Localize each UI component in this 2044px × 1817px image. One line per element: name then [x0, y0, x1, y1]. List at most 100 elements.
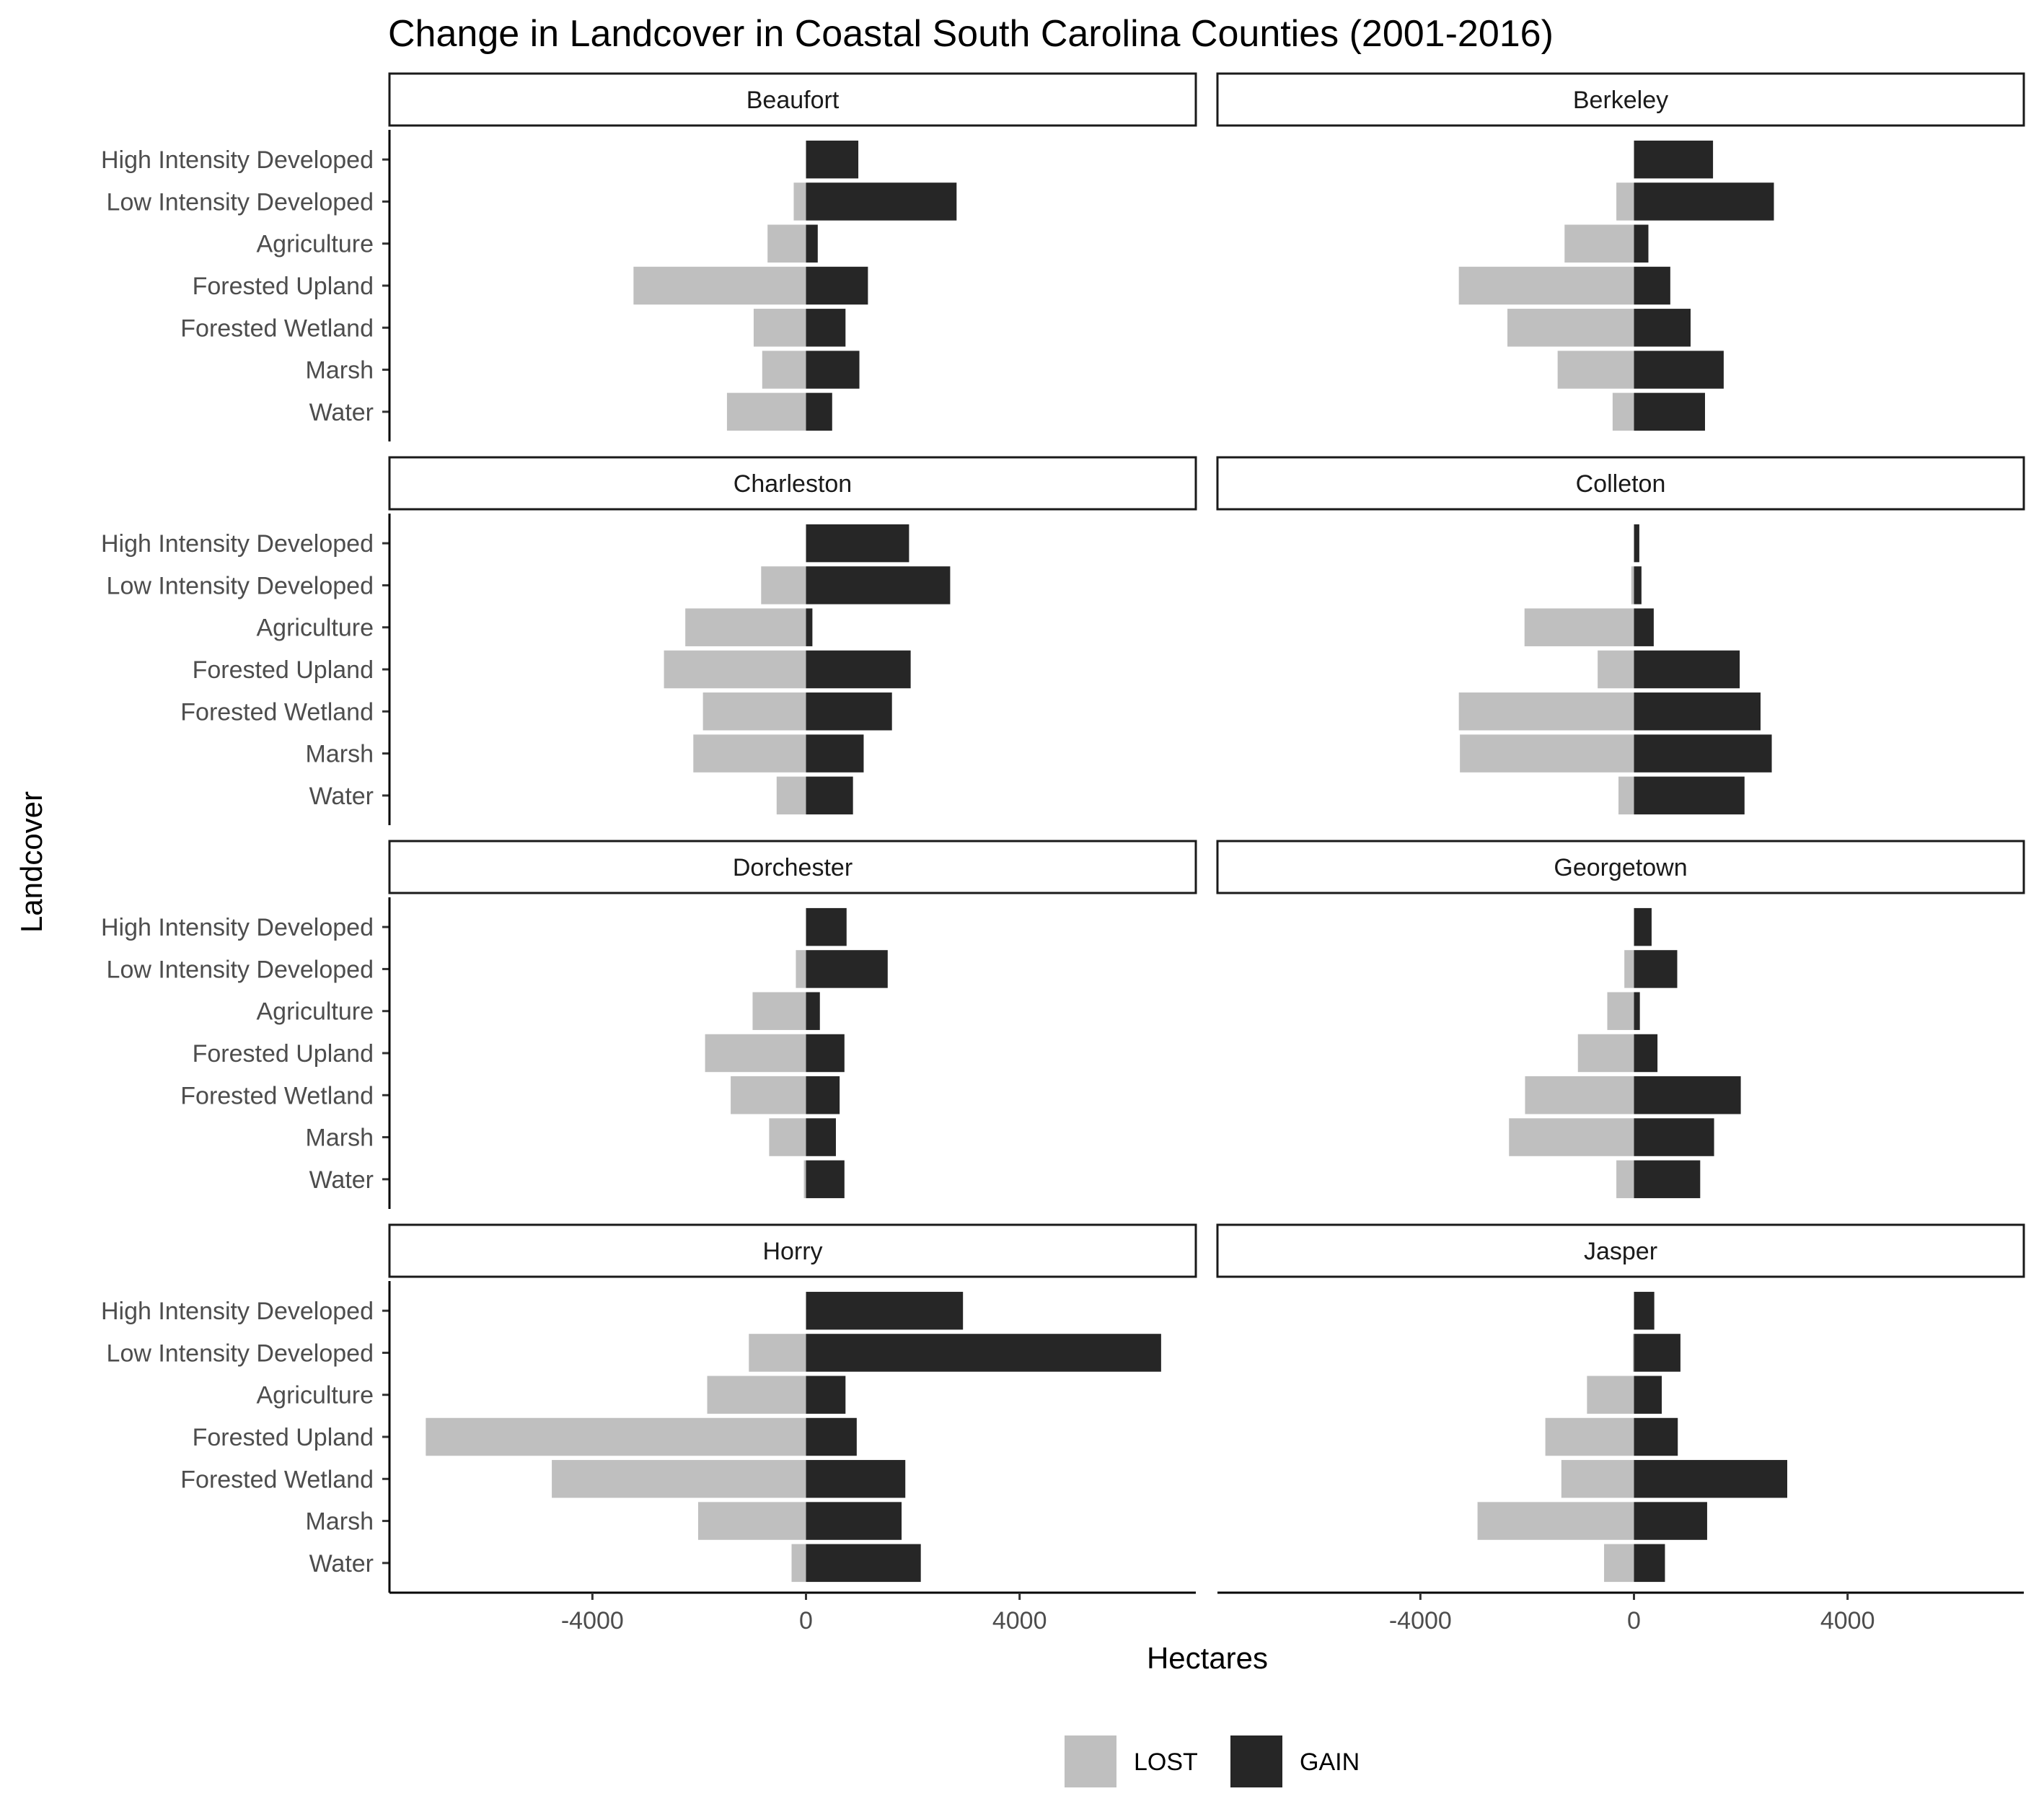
- bar-lost: [752, 992, 806, 1030]
- panel-horry: Horry High Intensity Developed Low Intensi…: [101, 1223, 1197, 1635]
- bar-gain: [1634, 566, 1642, 604]
- y-tick-label: High Intensity Developed: [101, 914, 374, 941]
- bar-lost: [1618, 776, 1634, 815]
- bar-gain: [806, 266, 868, 305]
- bar-gain: [1634, 608, 1654, 646]
- bar-lost: [796, 950, 806, 988]
- y-tick-label: Agriculture: [256, 615, 374, 642]
- bar-gain: [1634, 1544, 1665, 1583]
- bar-lost: [685, 608, 806, 646]
- bar-gain: [1634, 309, 1691, 347]
- bar-lost: [1631, 566, 1634, 604]
- bar-gain: [806, 1417, 857, 1456]
- panel-strip: [1216, 840, 2025, 894]
- bar-gain: [1634, 907, 1652, 946]
- bar-gain: [806, 1376, 846, 1414]
- bar-gain: [1634, 1160, 1701, 1199]
- panel-strip: [388, 840, 1197, 894]
- chart-title: Change in Landcover in Coastal South Car…: [388, 13, 1554, 55]
- panel-strip-label: Beaufort: [746, 87, 840, 114]
- panel-strip-label: Dorchester: [733, 854, 853, 881]
- y-tick-label: Marsh: [306, 1508, 374, 1536]
- bar-gain: [1634, 1291, 1655, 1330]
- panel-strip: [388, 1223, 1197, 1278]
- y-tick-label: Low Intensity Developed: [107, 188, 374, 216]
- bar-lost: [1524, 608, 1634, 646]
- bar-lost: [767, 224, 806, 263]
- bar-lost: [1598, 650, 1634, 689]
- panel-strip: [1216, 456, 2025, 511]
- bar-gain: [1634, 1502, 1707, 1540]
- bar-gain: [1634, 1417, 1678, 1456]
- bar-lost: [803, 1160, 806, 1199]
- bar-lost: [705, 1034, 806, 1073]
- bar-gain: [1634, 992, 1640, 1030]
- bar-lost: [1587, 1376, 1634, 1414]
- y-tick-label: Forested Upland: [193, 656, 374, 684]
- y-tick-label: Water: [309, 399, 374, 426]
- legend: LOST GAIN: [1065, 1735, 1360, 1787]
- bar-lost: [776, 776, 806, 815]
- bar-lost: [761, 566, 806, 604]
- bar-lost: [1616, 1160, 1634, 1199]
- legend-key-lost: [1065, 1735, 1116, 1787]
- bar-gain: [806, 1460, 906, 1498]
- bar-gain: [806, 992, 820, 1030]
- x-tick-label: 4000: [992, 1607, 1047, 1635]
- bar-gain: [1634, 1334, 1680, 1372]
- bar-lost: [1612, 392, 1634, 431]
- x-tick-label: -4000: [561, 1607, 624, 1635]
- y-tick-label: Water: [309, 1166, 374, 1194]
- bar-lost: [1557, 351, 1634, 389]
- bar-lost: [749, 1334, 806, 1372]
- panels-group: Beaufort High Intensity Developed Low Inte…: [101, 72, 2025, 1635]
- panel-beaufort: Beaufort High Intensity Developed Low Inte…: [101, 72, 1197, 441]
- bar-gain: [806, 524, 909, 563]
- bar-lost: [693, 734, 806, 773]
- bar-gain: [806, 650, 911, 689]
- bar-gain: [1634, 776, 1745, 815]
- bar-gain: [806, 1334, 1161, 1372]
- bar-lost: [1604, 1544, 1634, 1583]
- bar-lost: [793, 182, 806, 221]
- bar-gain: [1634, 1460, 1788, 1498]
- legend-label-lost: LOST: [1134, 1748, 1198, 1776]
- y-tick-label: Forested Upland: [193, 1424, 374, 1451]
- y-tick-label: Low Intensity Developed: [107, 572, 374, 599]
- y-tick-label: Agriculture: [256, 998, 374, 1026]
- bar-lost: [1460, 734, 1634, 773]
- bar-lost: [633, 266, 806, 305]
- panel-strip-label: Jasper: [1584, 1238, 1657, 1265]
- bar-gain: [806, 140, 859, 179]
- x-tick-label: 4000: [1820, 1607, 1875, 1635]
- bar-lost: [1525, 1076, 1634, 1114]
- bar-gain: [806, 1502, 902, 1540]
- y-tick-label: Water: [309, 1550, 374, 1578]
- panel-strip-label: Berkeley: [1573, 87, 1668, 114]
- bar-gain: [806, 392, 832, 431]
- bar-gain: [1634, 266, 1670, 305]
- y-axis-title: Landcover: [14, 791, 48, 933]
- bar-gain: [806, 1034, 845, 1073]
- y-tick-label: Forested Upland: [193, 1040, 374, 1068]
- y-tick-label: Forested Upland: [193, 273, 374, 300]
- y-tick-label: High Intensity Developed: [101, 146, 374, 174]
- bar-gain: [806, 907, 847, 946]
- bar-gain: [806, 1076, 840, 1114]
- bar-lost: [1561, 1460, 1634, 1498]
- y-tick-label: Forested Wetland: [180, 1082, 374, 1109]
- panel-strip: [388, 72, 1197, 127]
- bar-lost: [1477, 1502, 1634, 1540]
- panel-berkeley: Berkeley: [1216, 72, 2025, 431]
- y-tick-label: Marsh: [306, 1125, 374, 1152]
- bar-gain: [1634, 524, 1639, 563]
- panel-strip-label: Georgetown: [1554, 854, 1687, 881]
- legend-key-gain: [1230, 1735, 1282, 1787]
- bar-lost: [791, 1544, 806, 1583]
- bar-gain: [806, 608, 813, 646]
- panel-jasper: Jasper -4000 0 4000: [1216, 1223, 2025, 1635]
- bar-gain: [806, 734, 864, 773]
- bar-gain: [1634, 351, 1724, 389]
- y-tick-label: High Intensity Developed: [101, 530, 374, 558]
